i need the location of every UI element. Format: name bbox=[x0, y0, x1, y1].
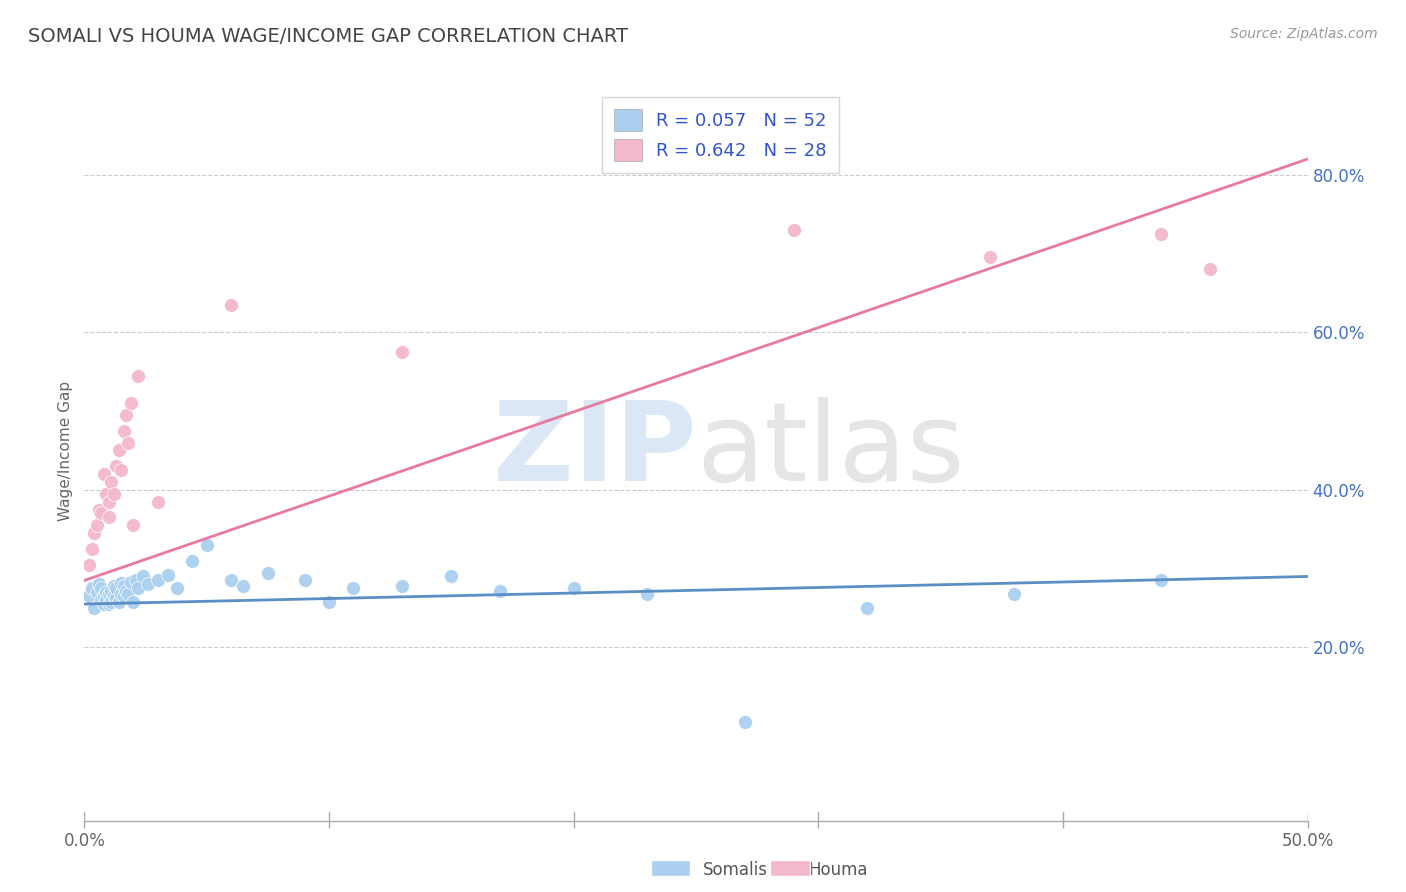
Point bbox=[87, 502, 110, 516]
FancyBboxPatch shape bbox=[651, 860, 690, 876]
Point bbox=[562, 582, 585, 596]
Point bbox=[115, 408, 138, 422]
Point bbox=[294, 574, 316, 588]
Point bbox=[100, 583, 122, 598]
Point bbox=[80, 582, 103, 596]
Point bbox=[122, 518, 145, 533]
Point bbox=[342, 582, 364, 596]
Point bbox=[87, 577, 110, 591]
Point bbox=[219, 574, 242, 588]
Point bbox=[1198, 262, 1220, 277]
Point bbox=[117, 587, 139, 601]
Point bbox=[856, 601, 879, 615]
Point bbox=[136, 577, 159, 591]
Point bbox=[96, 593, 118, 607]
Point bbox=[232, 579, 254, 593]
Point bbox=[107, 595, 129, 609]
Point bbox=[1150, 227, 1173, 241]
Text: Houma: Houma bbox=[808, 861, 868, 879]
Point bbox=[110, 587, 132, 601]
Point bbox=[391, 579, 413, 593]
Point bbox=[97, 494, 120, 508]
Point bbox=[219, 298, 242, 312]
Point bbox=[115, 584, 138, 599]
Legend: R = 0.057   N = 52, R = 0.642   N = 28: R = 0.057 N = 52, R = 0.642 N = 28 bbox=[602, 96, 839, 173]
Point bbox=[257, 566, 280, 580]
Point bbox=[440, 569, 463, 583]
Point bbox=[86, 518, 108, 533]
Point bbox=[391, 345, 413, 359]
Point bbox=[77, 558, 100, 572]
Point bbox=[100, 595, 122, 609]
Point bbox=[112, 424, 135, 438]
Point bbox=[1150, 574, 1173, 588]
Point bbox=[127, 582, 149, 596]
Point bbox=[1002, 587, 1025, 601]
Point bbox=[105, 591, 128, 605]
FancyBboxPatch shape bbox=[770, 860, 810, 876]
Y-axis label: Wage/Income Gap: Wage/Income Gap bbox=[58, 380, 73, 521]
Point bbox=[97, 597, 120, 611]
Point bbox=[318, 595, 340, 609]
Point bbox=[489, 583, 512, 598]
Point bbox=[90, 582, 112, 596]
Point bbox=[100, 475, 122, 489]
Point bbox=[96, 585, 118, 599]
Text: atlas: atlas bbox=[696, 397, 965, 504]
Point bbox=[146, 574, 169, 588]
Point bbox=[120, 574, 142, 589]
Point bbox=[783, 223, 806, 237]
Text: Source: ZipAtlas.com: Source: ZipAtlas.com bbox=[1230, 27, 1378, 41]
Point bbox=[110, 463, 132, 477]
Point bbox=[125, 574, 148, 588]
Point bbox=[90, 507, 112, 521]
Point bbox=[103, 487, 125, 501]
Text: Somalis: Somalis bbox=[703, 861, 768, 879]
Point bbox=[103, 579, 125, 593]
Point bbox=[117, 435, 139, 450]
Point bbox=[80, 541, 103, 556]
Point bbox=[90, 593, 112, 607]
Point bbox=[112, 589, 135, 603]
Point bbox=[93, 467, 115, 481]
Point bbox=[97, 510, 120, 524]
Point bbox=[97, 587, 120, 601]
Point bbox=[122, 595, 145, 609]
Point bbox=[132, 569, 155, 583]
Point bbox=[93, 589, 115, 603]
Point bbox=[86, 585, 108, 599]
Point bbox=[77, 589, 100, 603]
Point bbox=[127, 368, 149, 383]
Point bbox=[146, 494, 169, 508]
Point bbox=[734, 715, 756, 730]
Point bbox=[107, 443, 129, 458]
Point bbox=[979, 251, 1001, 265]
Point bbox=[110, 575, 132, 590]
Point bbox=[105, 582, 128, 596]
Point bbox=[636, 587, 658, 601]
Point bbox=[103, 589, 125, 603]
Point bbox=[166, 582, 188, 596]
Point bbox=[96, 487, 118, 501]
Point bbox=[93, 597, 115, 611]
Point bbox=[112, 579, 135, 593]
Point bbox=[156, 568, 179, 582]
Point bbox=[83, 601, 105, 615]
Point bbox=[195, 538, 218, 552]
Point bbox=[105, 459, 128, 474]
Point bbox=[120, 396, 142, 410]
Text: ZIP: ZIP bbox=[492, 397, 696, 504]
Point bbox=[83, 526, 105, 541]
Text: SOMALI VS HOUMA WAGE/INCOME GAP CORRELATION CHART: SOMALI VS HOUMA WAGE/INCOME GAP CORRELAT… bbox=[28, 27, 628, 45]
Point bbox=[181, 554, 204, 568]
